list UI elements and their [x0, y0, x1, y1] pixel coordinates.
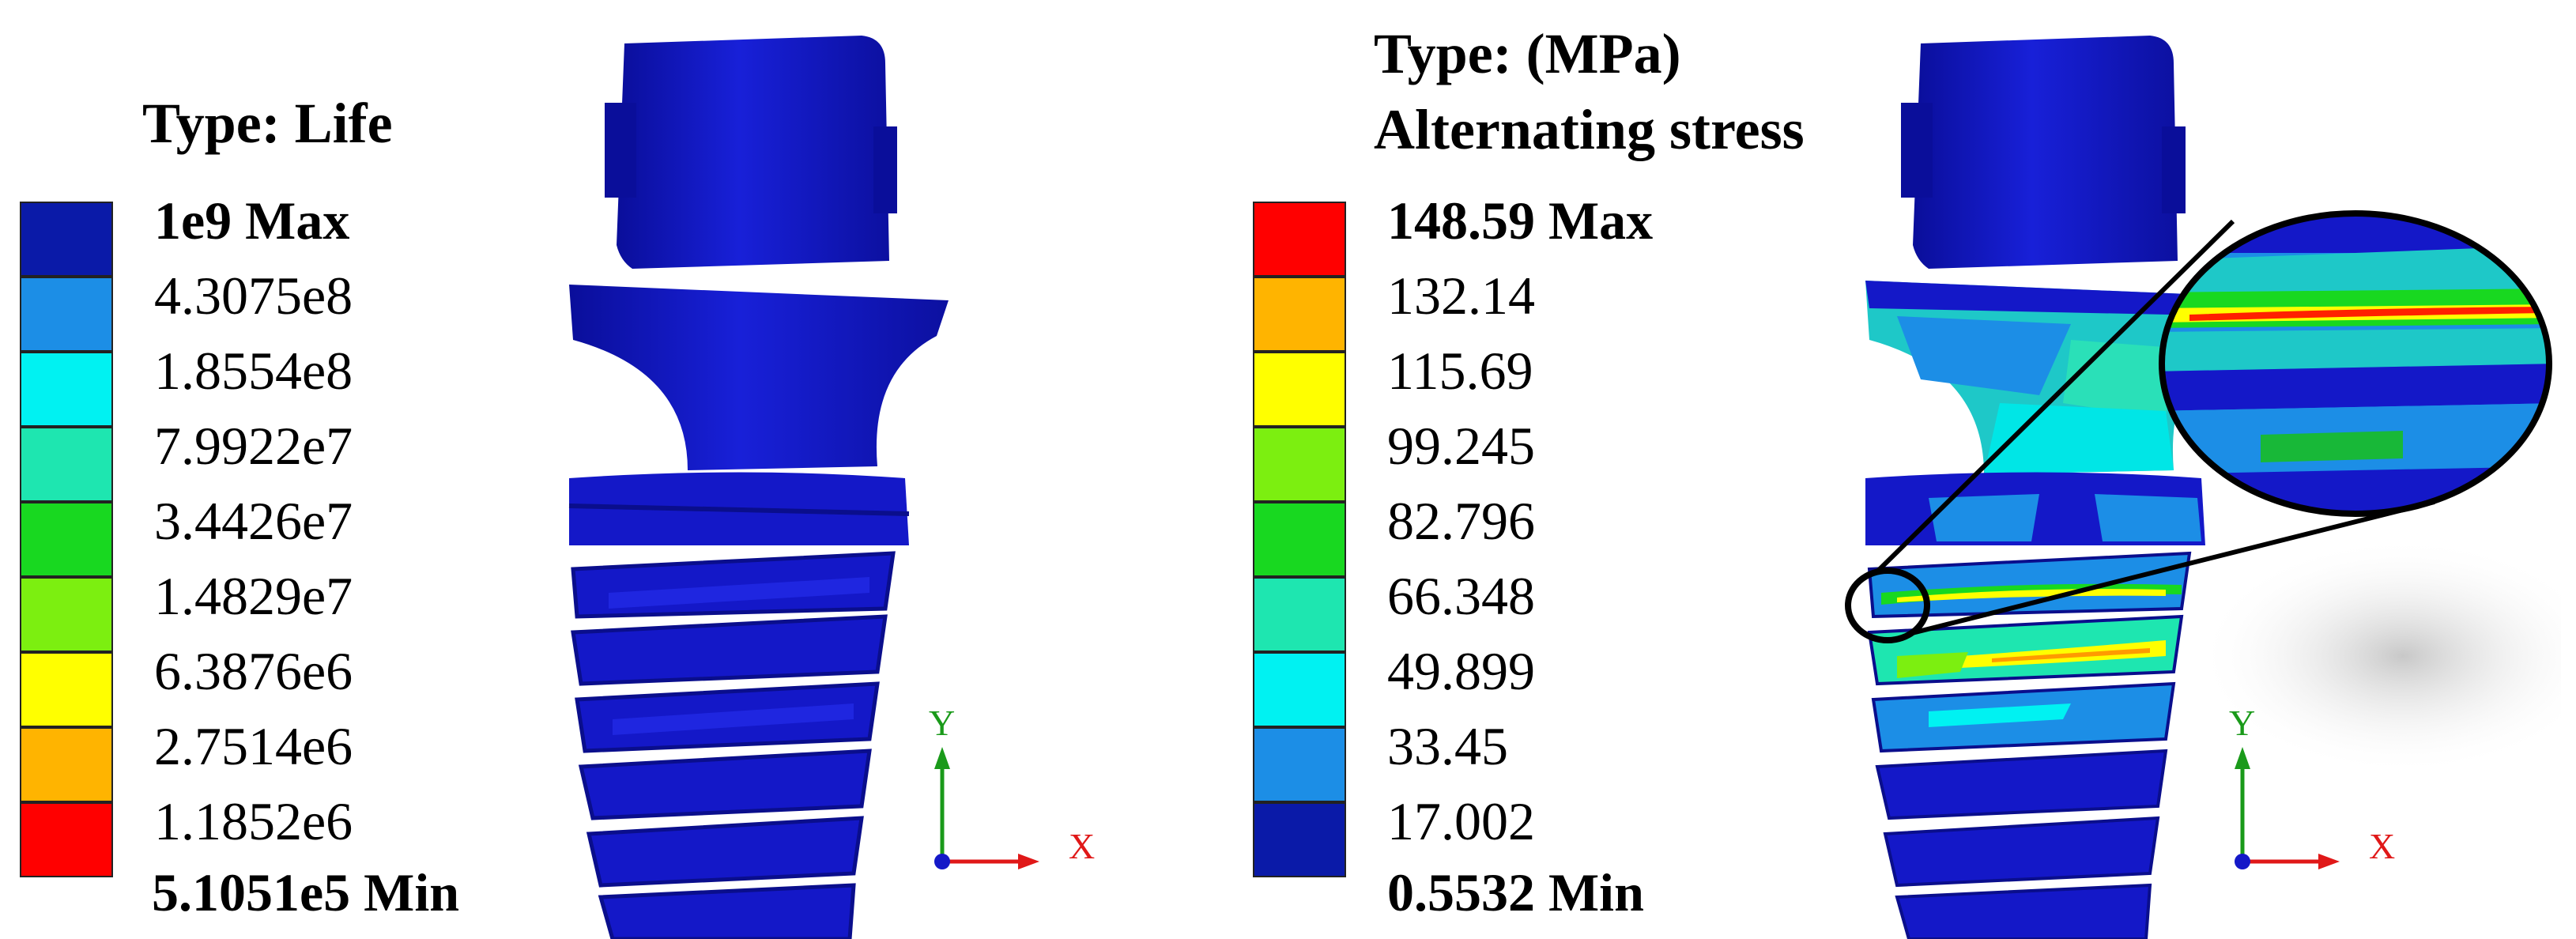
right-legend-title-line2: Alternating stress: [1374, 98, 1805, 161]
left-panel-legend-swatch: [20, 427, 113, 502]
left-panel-legend-swatch: [20, 577, 113, 652]
right-panel-legend-swatch: [1253, 502, 1346, 577]
left-panel-legend-label: 7.9922e7: [154, 416, 353, 476]
left-panel-legend-swatch: [20, 802, 113, 877]
right-implant-model: [1845, 36, 2561, 939]
right-panel-legend-swatch: [1253, 727, 1346, 802]
right-panel-legend-swatch: [1253, 577, 1346, 652]
left-panel-legend-swatch: [20, 202, 113, 277]
right-panel-legend-label: 115.69: [1387, 341, 1533, 401]
left-legend-title: Type: Life: [142, 92, 393, 155]
left-panel-legend-label: 1.1852e6: [154, 791, 353, 851]
right-legend-title-line1: Type: (MPa): [1374, 22, 1681, 85]
right-panel-legend-label: 49.899: [1387, 641, 1535, 701]
left-implant-model: [568, 36, 949, 939]
right-panel-legend-label: 33.45: [1387, 716, 1508, 776]
right-panel-legend-label: 148.59 Max: [1387, 190, 1654, 251]
left-axis-x-label: X: [1069, 826, 1096, 866]
right-panel-legend-label: 99.245: [1387, 416, 1535, 476]
right-axis-x-label: X: [2369, 826, 2396, 866]
left-panel-legend-swatch: [20, 352, 113, 427]
left-panel-legend-label: 3.4426e7: [154, 491, 353, 551]
left-panel-legend-label: 6.3876e6: [154, 641, 353, 701]
left-panel-legend-label: 4.3075e8: [154, 266, 353, 326]
right-panel-legend-swatch: [1253, 202, 1346, 277]
right-panel-legend-label: 132.14: [1387, 266, 1535, 326]
left-panel-legend-swatch: [20, 727, 113, 802]
right-panel-legend-swatch: [1253, 652, 1346, 727]
right-panel-legend-swatch: [1253, 352, 1346, 427]
left-axis-triad: [934, 747, 1039, 869]
left-panel-legend-swatch: [20, 652, 113, 727]
right-axis-y-label: Y: [2229, 703, 2256, 743]
left-panel-legend-swatch: [20, 502, 113, 577]
left-panel-legend-label: 2.7514e6: [154, 716, 353, 776]
left-axis-y-label: Y: [929, 703, 956, 743]
right-panel-legend-label: 66.348: [1387, 566, 1535, 626]
right-panel-legend-label: 82.796: [1387, 491, 1535, 551]
left-panel-legend-label: 1.4829e7: [154, 566, 353, 626]
left-panel-legend-label: 1.8554e8: [154, 341, 353, 401]
right-axis-triad: [2235, 747, 2340, 869]
right-panel-legend-swatch: [1253, 802, 1346, 877]
right-panel-legend-swatch: [1253, 427, 1346, 502]
right-panel-legend-label: 17.002: [1387, 791, 1535, 851]
left-panel-legend-label: 1e9 Max: [154, 190, 350, 251]
left-panel-legend-swatch: [20, 277, 113, 352]
left-legend-min-label: 5.1051e5 Min: [152, 862, 460, 922]
right-legend-min-label: 0.5532 Min: [1387, 862, 1644, 922]
right-panel-legend-swatch: [1253, 277, 1346, 352]
